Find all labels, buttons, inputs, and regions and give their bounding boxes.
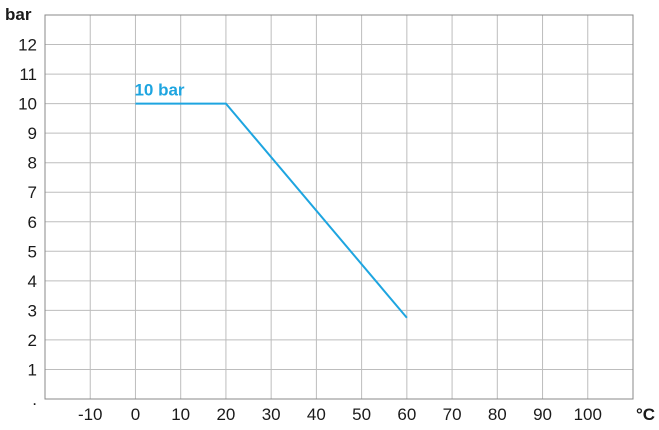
y-tick-label: 1 [28, 360, 37, 379]
y-tick-label: 5 [28, 242, 37, 261]
y-tick-label: 6 [28, 213, 37, 232]
y-tick-label: 8 [28, 154, 37, 173]
x-tick-label: 70 [443, 405, 462, 424]
x-tick-label: 30 [262, 405, 281, 424]
x-tick-label: 90 [533, 405, 552, 424]
x-tick-label: 100 [574, 405, 602, 424]
series-layer [135, 102, 408, 319]
x-tick-label: 40 [307, 405, 326, 424]
x-tick-label: 60 [397, 405, 416, 424]
x-tick-label: -10 [78, 405, 103, 424]
y-tick-label: 10 [18, 95, 37, 114]
y-tick-label: 4 [28, 272, 37, 291]
y-tick-label: 3 [28, 301, 37, 320]
y-tick-label: . [32, 390, 37, 409]
x-tick-label: 0 [131, 405, 140, 424]
x-tick-label: 80 [488, 405, 507, 424]
x-tick-labels: -10 0 10 20 30 40 50 60 70 80 90 100 [78, 405, 602, 424]
x-axis-unit-label: °C [636, 405, 655, 424]
max-pressure-annotation: 10 bar [134, 81, 184, 100]
x-tick-label: 10 [171, 405, 190, 424]
y-tick-label: 11 [19, 65, 37, 84]
x-tick-label: 20 [216, 405, 235, 424]
y-axis-unit-label: bar [5, 5, 32, 24]
y-tick-label: 9 [28, 124, 37, 143]
y-tick-labels: 12 11 10 9 8 7 6 5 4 3 2 1. [18, 36, 37, 409]
y-tick-label: 7 [28, 183, 37, 202]
y-tick-label: 2 [28, 331, 37, 350]
grid [45, 15, 633, 399]
x-tick-label: 50 [352, 405, 371, 424]
plot-frame [44, 14, 634, 400]
y-tick-label: 12 [18, 36, 37, 55]
